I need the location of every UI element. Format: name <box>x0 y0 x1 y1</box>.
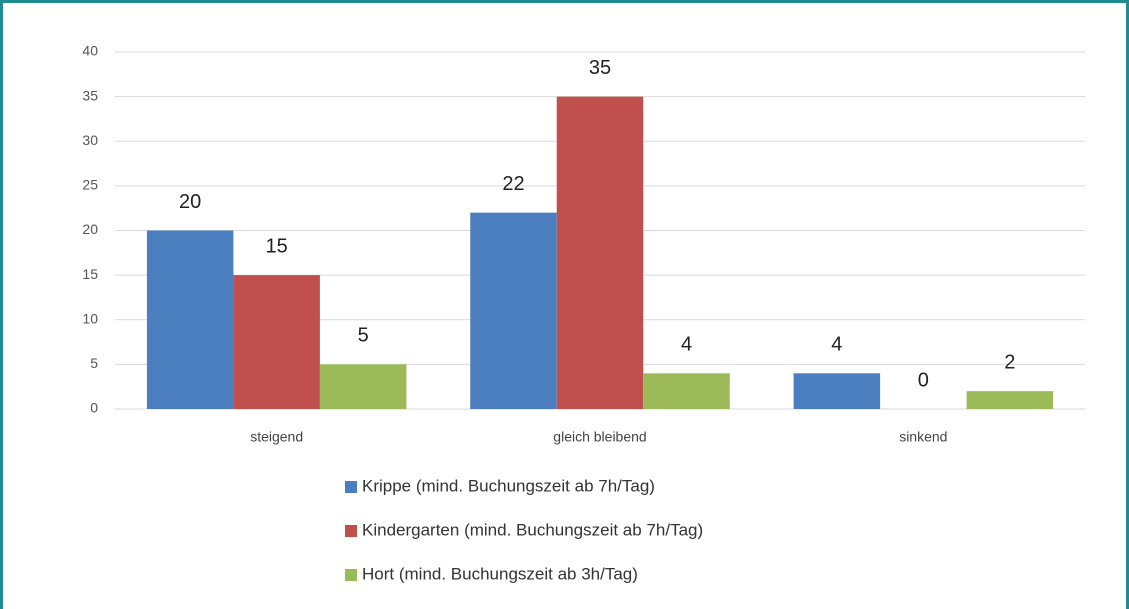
bar <box>643 373 730 409</box>
data-label: 5 <box>358 325 369 347</box>
x-tick-label: gleich bleibend <box>553 429 646 445</box>
y-tick-label: 40 <box>82 43 98 59</box>
legend-swatch <box>345 525 357 537</box>
data-label: 35 <box>589 57 611 79</box>
bar <box>233 275 320 409</box>
bar <box>966 391 1054 409</box>
legend-swatch <box>345 481 357 493</box>
y-tick-label: 10 <box>82 310 98 326</box>
legend-label: Hort (mind. Buchungszeit ab 3h/Tag) <box>362 564 638 583</box>
legend-label: Kindergarten (mind. Buchungszeit ab 7h/T… <box>362 520 703 539</box>
y-tick-label: 25 <box>82 177 98 193</box>
bar <box>470 212 557 409</box>
y-tick-label: 30 <box>82 132 98 148</box>
y-tick-label: 0 <box>90 400 98 416</box>
bar <box>146 230 234 409</box>
legend-label: Krippe (mind. Buchungszeit ab 7h/Tag) <box>362 476 655 495</box>
data-label: 4 <box>681 334 692 356</box>
x-tick-label: sinkend <box>899 429 947 445</box>
data-label: 2 <box>1004 351 1015 373</box>
bar <box>556 96 644 409</box>
bar <box>319 364 407 409</box>
data-label: 15 <box>266 235 288 257</box>
data-label: 0 <box>918 369 929 391</box>
y-tick-label: 5 <box>90 355 98 371</box>
y-tick-label: 35 <box>82 87 98 103</box>
bar <box>793 373 881 409</box>
data-label: 20 <box>179 191 201 213</box>
x-tick-label: steigend <box>250 429 303 445</box>
legend-swatch <box>345 569 357 581</box>
y-tick-label: 15 <box>82 266 98 282</box>
data-label: 4 <box>831 334 842 356</box>
y-tick-label: 20 <box>82 221 98 237</box>
data-label: 22 <box>502 173 524 195</box>
